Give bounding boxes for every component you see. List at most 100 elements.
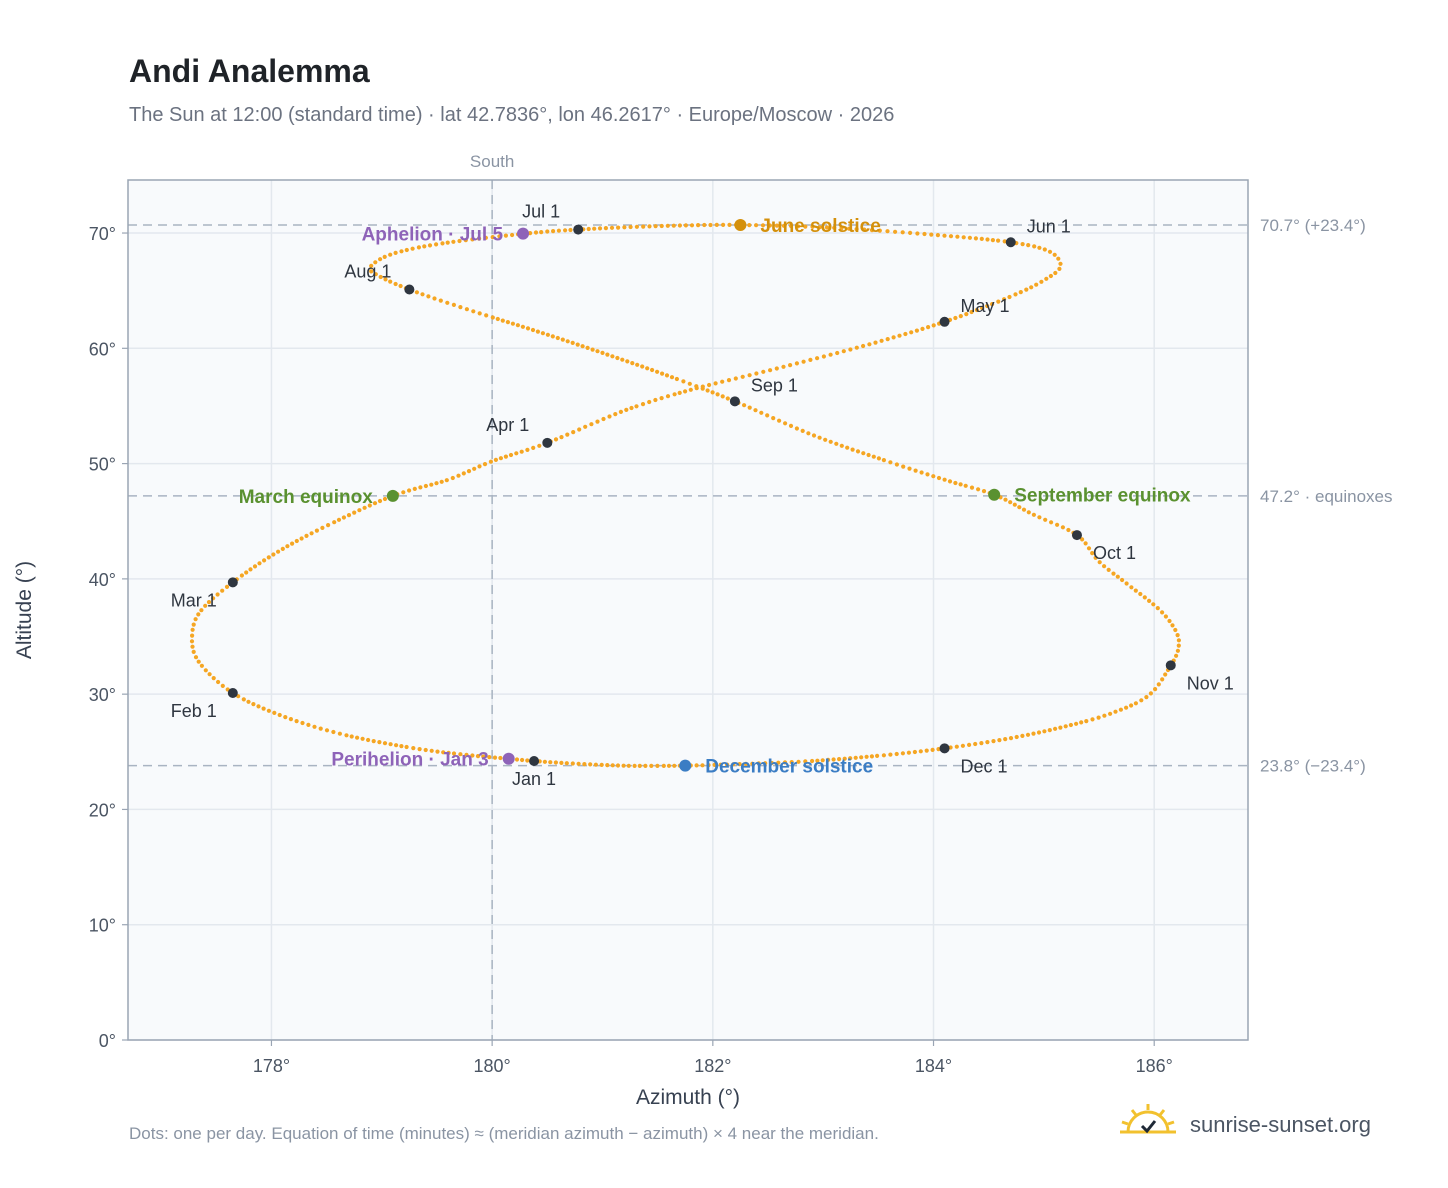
- analemma-dot: [580, 344, 585, 349]
- analemma-dot: [990, 302, 995, 307]
- analemma-dot: [590, 347, 595, 352]
- analemma-dot: [713, 381, 718, 386]
- analemma-dot: [1133, 588, 1138, 593]
- analemma-dot: [560, 337, 565, 342]
- analemma-dot: [783, 421, 788, 426]
- analemma-dot: [1108, 711, 1113, 716]
- analemma-dot: [1138, 591, 1143, 597]
- analemma-dot: [535, 329, 541, 334]
- analemma-dot: [712, 762, 717, 768]
- analemma-dot: [1057, 266, 1062, 271]
- analemma-dot: [398, 283, 403, 289]
- analemma-dot: [373, 272, 378, 277]
- analemma-dot: [908, 230, 913, 235]
- analemma-dot: [653, 397, 658, 403]
- analemma-dot: [694, 386, 699, 391]
- analemma-dot: [215, 592, 220, 597]
- analemma-dot: [640, 402, 646, 407]
- analemma-dot: [1013, 292, 1018, 297]
- analemma-dot: [715, 392, 720, 397]
- analemma-dot: [525, 758, 530, 763]
- chart-subtitle: The Sun at 12:00 (standard time) · lat 4…: [129, 104, 895, 126]
- analemma-dot: [394, 743, 399, 748]
- analemma-dot: [203, 668, 208, 673]
- brand-logo[interactable]: sunrise-sunset.org: [1120, 1100, 1400, 1144]
- analemma-dot: [553, 437, 559, 442]
- event-marker: [386, 489, 399, 502]
- event-marker: [517, 227, 530, 240]
- analemma-dot: [597, 226, 603, 231]
- analemma-dot: [765, 413, 770, 418]
- analemma-dot: [1142, 595, 1147, 600]
- analemma-dot: [498, 755, 503, 761]
- analemma-dot: [618, 409, 624, 414]
- event-label: Perihelion · Jan 3: [331, 750, 488, 771]
- analemma-dot: [997, 738, 1002, 743]
- analemma-dot: [848, 756, 853, 761]
- analemma-dot: [881, 753, 887, 758]
- analemma-dot: [907, 466, 912, 471]
- analemma-dot: [864, 754, 869, 759]
- analemma-dot: [733, 376, 738, 381]
- analemma-dot: [318, 726, 323, 731]
- analemma-dot: [493, 457, 498, 462]
- analemma-dot: [976, 487, 981, 492]
- analemma-dot: [373, 260, 378, 265]
- analemma-dot: [492, 755, 498, 760]
- analemma-dot: [624, 407, 629, 412]
- analemma-dot: [1080, 537, 1085, 542]
- analemma-dot: [190, 644, 195, 649]
- analemma-dot: [794, 361, 800, 366]
- analemma-dot: [500, 318, 505, 323]
- analemma-dot: [520, 757, 525, 763]
- analemma-dot: [1176, 638, 1181, 643]
- analemma-dot: [647, 224, 652, 229]
- analemma-dot: [710, 390, 715, 395]
- footnote: Dots: one per day. Equation of time (min…: [129, 1124, 879, 1143]
- analemma-dot: [635, 362, 640, 367]
- analemma-dot: [1160, 610, 1165, 615]
- analemma-dot: [211, 596, 216, 601]
- analemma-dot: [382, 741, 388, 746]
- analemma-dot: [1124, 581, 1129, 586]
- analemma-dot: [472, 466, 477, 471]
- analemma-dot: [1102, 713, 1107, 718]
- event-label: March equinox: [239, 487, 374, 508]
- month-label: Jul 1: [522, 202, 560, 222]
- x-tick-label: 184°: [915, 1056, 952, 1076]
- analemma-dot: [556, 228, 562, 233]
- analemma-dot: [519, 449, 524, 454]
- analemma-dot: [724, 762, 730, 767]
- analemma-dot: [248, 567, 253, 572]
- analemma-dot: [853, 755, 858, 760]
- analemma-dot: [331, 729, 336, 735]
- analemma-dot: [241, 697, 246, 702]
- analemma-dot: [615, 763, 621, 768]
- analemma-dot: [1043, 517, 1048, 522]
- analemma-dot: [600, 350, 605, 355]
- analemma-dot: [881, 458, 887, 463]
- analemma-dot: [660, 371, 665, 376]
- meridian-line: South: [470, 152, 514, 1040]
- analemma-dot: [417, 747, 422, 752]
- analemma-dot: [953, 480, 958, 486]
- analemma-dot: [862, 227, 867, 232]
- analemma-dot: [412, 486, 417, 491]
- analemma-dot: [996, 299, 1001, 304]
- analemma-dot: [1063, 724, 1068, 729]
- analemma-dot: [918, 749, 923, 754]
- analemma-dot: [570, 340, 575, 345]
- analemma-dot: [336, 517, 342, 522]
- analemma-dot: [806, 431, 811, 436]
- analemma-dot: [461, 471, 466, 476]
- y-tick-label: 0°: [99, 1031, 116, 1051]
- analemma-dot: [423, 747, 428, 753]
- analemma-dot: [257, 561, 262, 566]
- analemma-dot: [912, 749, 918, 755]
- analemma-dot: [1024, 287, 1029, 292]
- analemma-dot: [891, 335, 896, 340]
- analemma-dot: [1084, 719, 1089, 724]
- analemma-dot: [628, 224, 633, 230]
- analemma-dot: [207, 672, 212, 677]
- analemma-dot: [418, 485, 423, 490]
